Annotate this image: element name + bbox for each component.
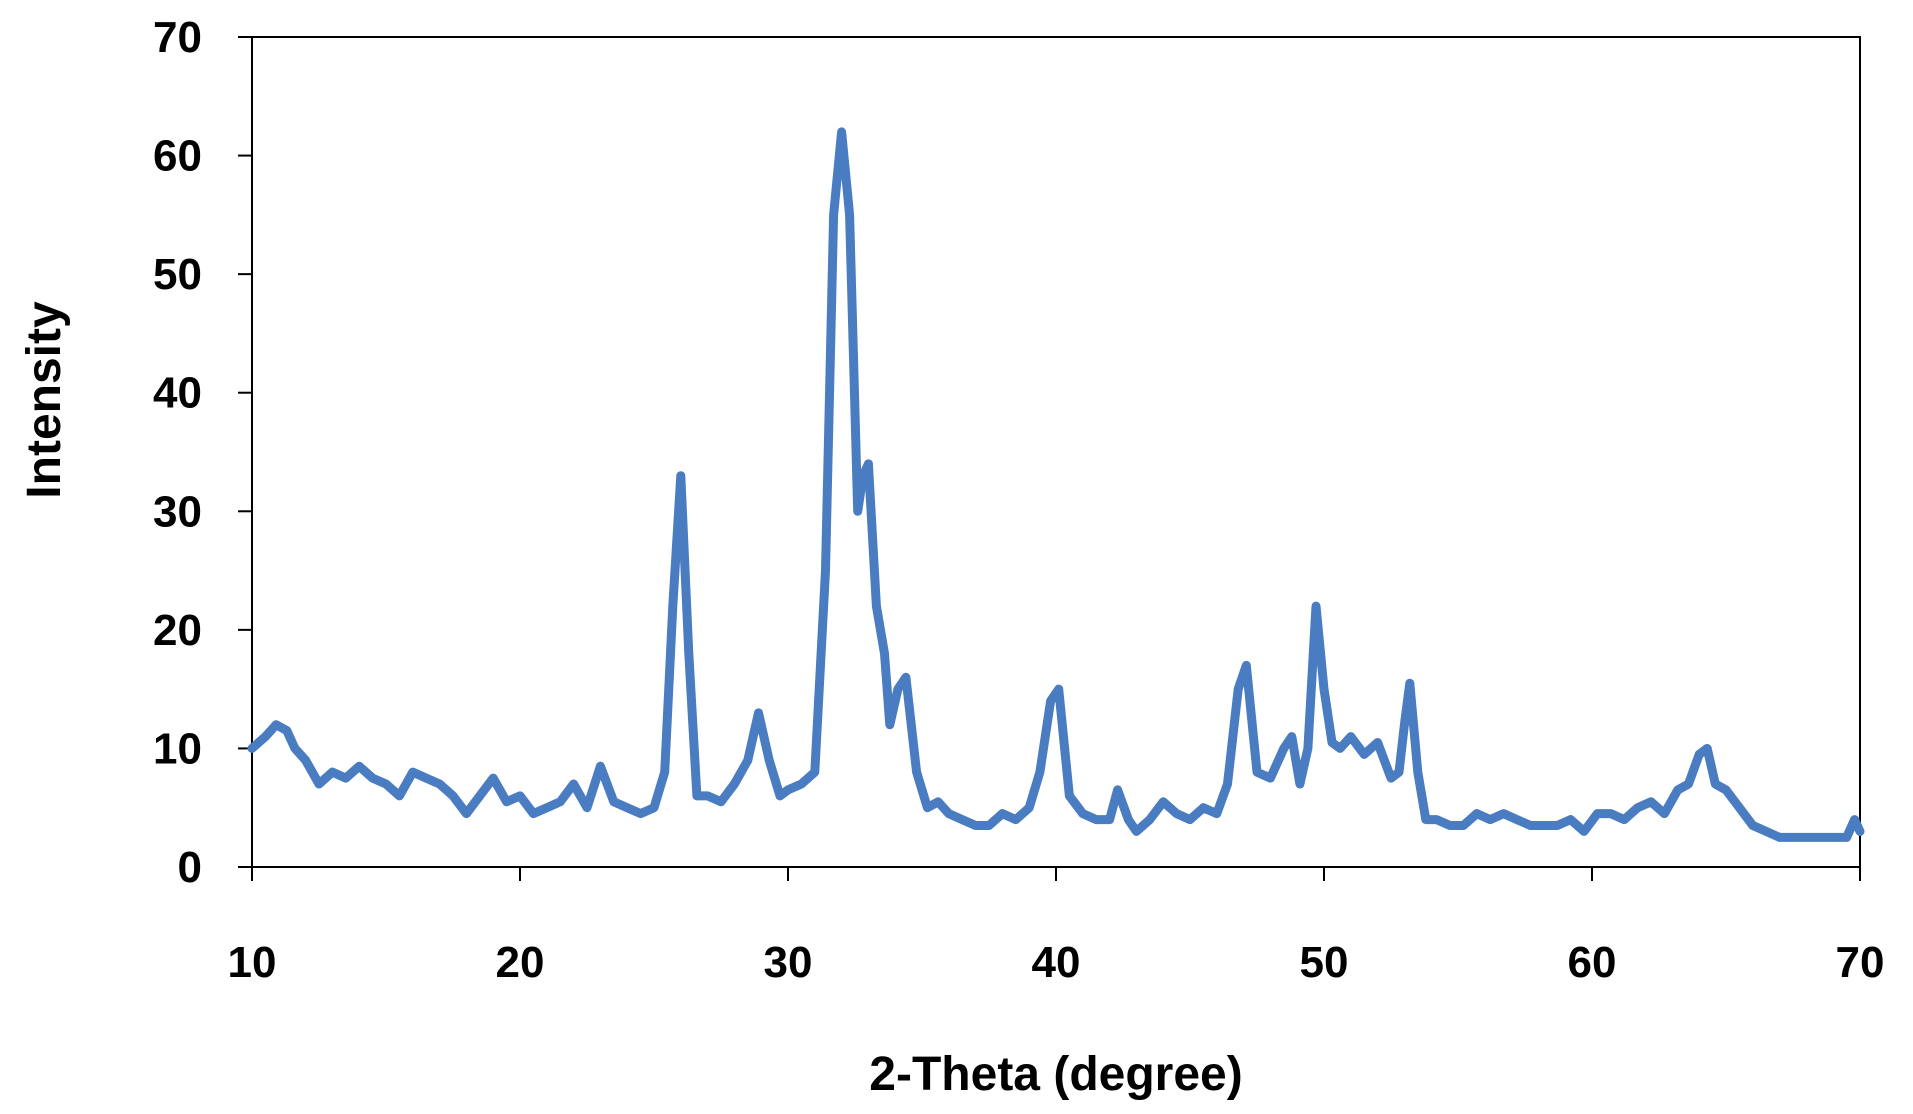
plot-frame	[251, 36, 1861, 868]
y-tick-label: 0	[178, 843, 202, 892]
x-tick-label: 40	[1032, 938, 1081, 987]
x-tick-label: 60	[1568, 938, 1617, 987]
x-tick-label: 50	[1300, 938, 1349, 987]
y-tick-label: 40	[153, 369, 202, 418]
y-axis-title: Intensity	[18, 301, 71, 499]
y-tick-label: 30	[153, 487, 202, 536]
x-tick-label: 30	[764, 938, 813, 987]
x-axis-title: 2-Theta (degree)	[869, 1048, 1242, 1101]
x-tick-label: 70	[1836, 938, 1885, 987]
intensity-series-line	[247, 127, 1865, 842]
y-tick-label: 70	[153, 13, 202, 62]
x-tick-label: 20	[496, 938, 545, 987]
y-tick-label: 60	[153, 132, 202, 181]
y-axis-ticks: 0 10 20 30 40 50 60 70	[153, 13, 252, 892]
y-tick-label: 10	[153, 724, 202, 773]
y-tick-label: 20	[153, 606, 202, 655]
x-axis-ticks: 10 20 30 40 50 60 70	[228, 867, 1885, 987]
y-tick-label: 50	[153, 250, 202, 299]
x-tick-label: 10	[228, 938, 277, 987]
